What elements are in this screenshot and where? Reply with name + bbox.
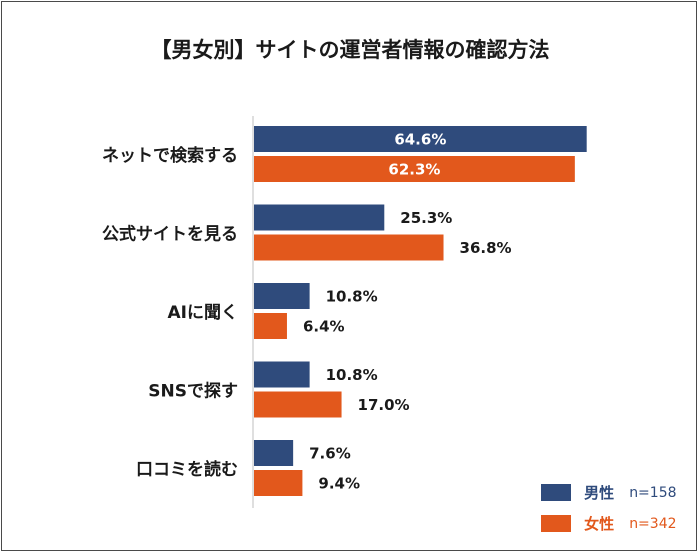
bar-male-reviews bbox=[254, 440, 294, 466]
legend-n-female: n=342 bbox=[629, 515, 677, 532]
value-label-female-reviews: 9.4% bbox=[318, 475, 360, 493]
bar-female-reviews bbox=[254, 470, 303, 496]
value-label-female-official-site: 36.8% bbox=[460, 239, 512, 257]
category-label-ai: AIに聞く bbox=[168, 303, 238, 323]
bar-male-ai bbox=[254, 283, 310, 309]
bar-male-search bbox=[254, 126, 587, 152]
bar-female-search bbox=[254, 156, 575, 182]
value-label-male-search: 64.6% bbox=[394, 131, 446, 149]
value-label-male-ai: 10.8% bbox=[326, 288, 378, 306]
legend-name-male: 男性 bbox=[584, 484, 615, 502]
value-label-female-ai: 6.4% bbox=[303, 318, 345, 336]
bar-female-ai bbox=[254, 313, 287, 339]
chart-title: 【男女別】サイトの運営者情報の確認方法 bbox=[150, 38, 550, 62]
category-label-official-site: 公式サイトを見る bbox=[102, 224, 238, 245]
bars-group: ネットで検索する 64.6% 62.3% 公式サイトを見る 25.3% 36.8% AIに聞… bbox=[102, 126, 587, 496]
legend-swatch-female bbox=[541, 515, 571, 532]
value-label-male-sns: 10.8% bbox=[326, 366, 378, 384]
legend-n-male: n=158 bbox=[629, 484, 677, 501]
bar-male-sns bbox=[254, 361, 310, 388]
category-label-search: ネットで検索する bbox=[102, 145, 238, 166]
value-label-female-sns: 17.0% bbox=[358, 396, 410, 414]
bar-female-official-site bbox=[254, 234, 444, 261]
value-label-female-search: 62.3% bbox=[388, 161, 440, 179]
legend-item-male: 男性 n=158 bbox=[541, 482, 677, 503]
value-label-male-official-site: 25.3% bbox=[400, 209, 452, 227]
bar-female-sns bbox=[254, 391, 342, 418]
bar-male-official-site bbox=[254, 204, 385, 231]
legend-swatch-male bbox=[541, 484, 571, 501]
category-label-reviews: 口コミを読む bbox=[136, 459, 238, 480]
legend-name-female: 女性 bbox=[584, 515, 615, 533]
legend-item-female: 女性 n=342 bbox=[541, 513, 677, 534]
value-label-male-reviews: 7.6% bbox=[309, 445, 351, 463]
category-label-sns: SNSで探す bbox=[148, 381, 238, 402]
